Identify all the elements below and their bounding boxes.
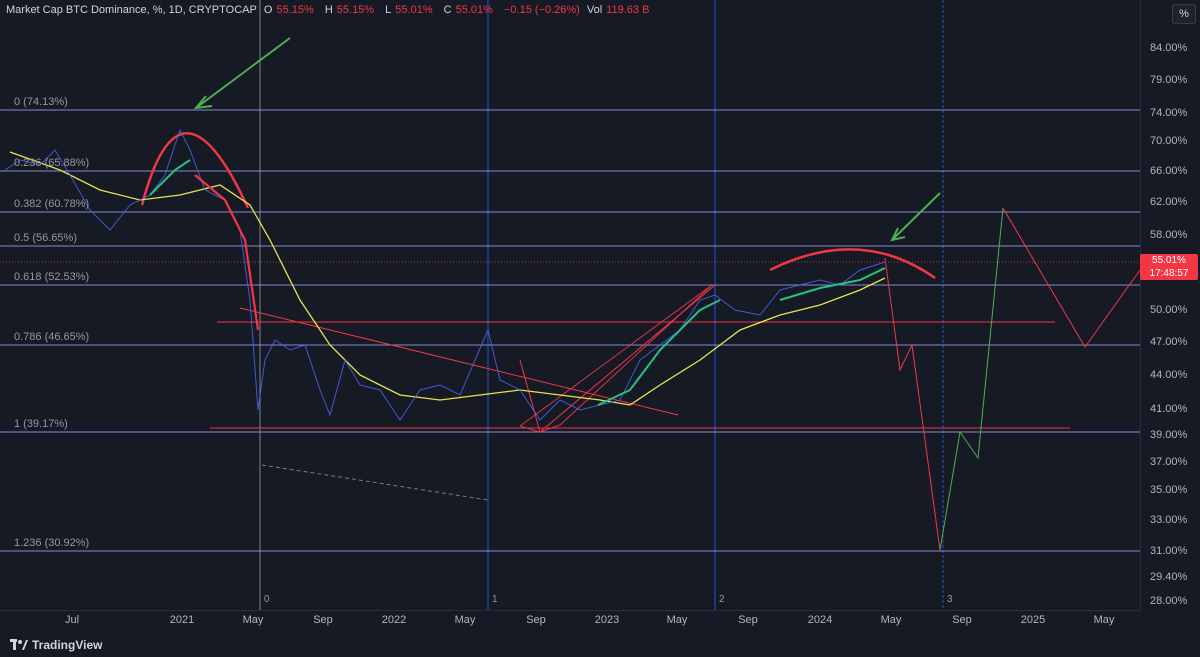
cycle-label: 0 <box>264 594 270 605</box>
price-tick: 62.00% <box>1150 196 1188 208</box>
time-tick: Jul <box>64 614 80 626</box>
fib-label: 0.382 (60.78%) <box>14 198 90 210</box>
price-tick: 79.00% <box>1150 74 1188 86</box>
change-value: −0.15 (−0.26%) <box>504 4 580 16</box>
volume-value: 119.63 B <box>606 4 650 16</box>
time-tick: May <box>1093 614 1115 626</box>
price-tick: 35.00% <box>1150 484 1188 496</box>
high-value: 55.15% <box>336 4 375 16</box>
time-tick: Sep <box>526 614 546 626</box>
price-tick: 37.00% <box>1150 456 1188 468</box>
price-tick: 58.00% <box>1150 229 1188 241</box>
last-price-label: 55.01% 17:48:57 <box>1140 254 1198 280</box>
time-tick: 2024 <box>807 614 833 626</box>
fib-label: 1 (39.17%) <box>14 418 68 430</box>
time-tick: May <box>242 614 264 626</box>
tradingview-logo-icon <box>10 639 28 650</box>
price-axis[interactable] <box>1140 0 1200 610</box>
time-axis[interactable] <box>0 610 1140 636</box>
fib-label: 0 (74.13%) <box>14 96 68 108</box>
low-value: 55.01% <box>395 4 433 16</box>
cycle-label: 2 <box>719 594 725 605</box>
price-tick: 50.00% <box>1150 304 1188 316</box>
fib-label: 0.786 (46.65%) <box>14 331 90 343</box>
time-tick: 2025 <box>1020 614 1046 626</box>
bar-countdown: 17:48:57 <box>1149 268 1189 279</box>
tradingview-logo[interactable]: TradingView <box>10 638 102 652</box>
time-tick: May <box>454 614 476 626</box>
time-tick: Sep <box>738 614 758 626</box>
cycle-label: 3 <box>947 594 953 605</box>
price-tick: 84.00% <box>1150 42 1188 54</box>
price-tick: 74.00% <box>1150 107 1188 119</box>
price-tick: 66.00% <box>1150 165 1188 177</box>
fib-label: 0.618 (52.53%) <box>14 271 90 283</box>
price-tick: 47.00% <box>1150 336 1188 348</box>
time-tick: 2023 <box>594 614 620 626</box>
cycle-label: 1 <box>492 594 498 605</box>
time-tick: Sep <box>313 614 333 626</box>
price-tick: 39.00% <box>1150 429 1188 441</box>
fib-label: 1.236 (30.92%) <box>14 537 90 549</box>
price-tick: 33.00% <box>1150 514 1188 526</box>
price-tick: 41.00% <box>1150 403 1188 415</box>
price-tick: 44.00% <box>1150 369 1188 381</box>
percent-scale-button[interactable]: % <box>1172 4 1196 24</box>
time-tick: May <box>880 614 902 626</box>
price-tick: 28.00% <box>1150 595 1188 607</box>
time-tick: Sep <box>952 614 972 626</box>
price-tick: 31.00% <box>1150 545 1188 557</box>
open-value: 55.15% <box>276 4 314 16</box>
fib-label: 0.236 (65.88%) <box>14 157 90 169</box>
time-tick: May <box>666 614 688 626</box>
close-value: 55.01% <box>455 4 493 16</box>
time-tick: 2021 <box>169 614 195 626</box>
price-tick: 70.00% <box>1150 135 1188 147</box>
time-tick: 2022 <box>381 614 407 626</box>
symbol-title: Market Cap BTC Dominance, %, 1D, CRYPTOC… <box>6 4 257 16</box>
fib-label: 0.5 (56.65%) <box>14 232 77 244</box>
price-tick: 29.40% <box>1150 571 1188 583</box>
chart-legend: Market Cap BTC Dominance, %, 1D, CRYPTOC… <box>6 4 650 16</box>
